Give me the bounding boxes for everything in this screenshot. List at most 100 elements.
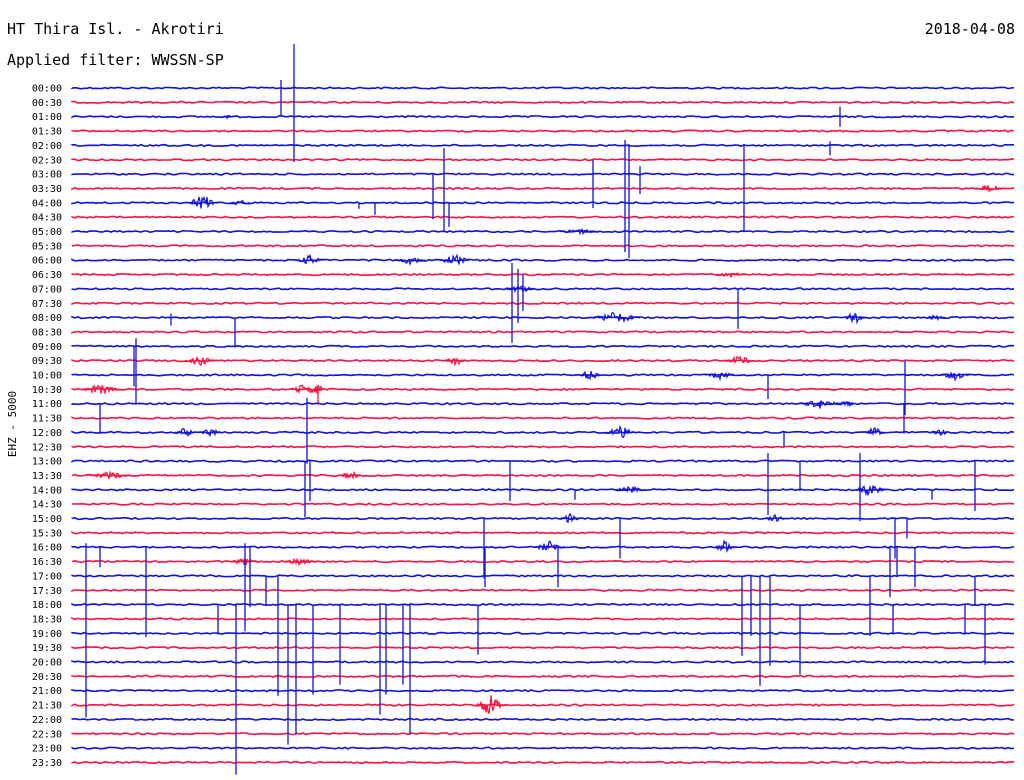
event-burst [834, 400, 856, 408]
time-label: 06:00 [32, 256, 62, 267]
event-burst [184, 356, 216, 367]
event-burst [439, 253, 471, 266]
time-label: 04:00 [32, 198, 62, 209]
event-burst [844, 312, 866, 325]
trace-line [71, 186, 1015, 191]
trace-line [71, 143, 1014, 148]
time-label: 03:00 [32, 170, 62, 181]
trace-line [71, 703, 1015, 707]
event-burst [289, 384, 321, 395]
trace-line [71, 760, 1015, 765]
time-label: 10:00 [32, 371, 62, 382]
event-burst [504, 285, 536, 294]
event-burst [229, 199, 251, 206]
event-burst [800, 400, 841, 409]
trace-line [71, 387, 1015, 391]
event-burst [294, 253, 326, 265]
time-label: 20:30 [32, 672, 62, 683]
time-label: 09:00 [32, 342, 62, 353]
event-burst [222, 114, 234, 120]
trace-line [71, 315, 1015, 320]
trace-line [71, 459, 1015, 463]
time-label: 11:00 [32, 399, 62, 410]
time-label: 17:00 [32, 571, 62, 582]
event-burst [174, 427, 196, 437]
trace-line [71, 646, 1015, 650]
event-spikes [85, 44, 986, 775]
event-bursts [80, 114, 1005, 714]
trace-line [71, 401, 1015, 406]
event-burst [724, 355, 755, 365]
event-burst [339, 470, 361, 480]
event-burst [284, 557, 315, 566]
date-label: 2018-04-08 [924, 20, 1015, 38]
time-label: 19:30 [32, 643, 62, 654]
trace-line [71, 129, 1015, 133]
trace-line [71, 100, 1015, 104]
time-label: 21:30 [32, 701, 62, 712]
trace-line [71, 502, 1015, 506]
event-burst [605, 424, 636, 439]
event-burst [925, 314, 946, 322]
time-labels: 00:00 00:30 01:00 01:30 02:00 02:30 03:00 03:30… [32, 84, 62, 769]
time-label: 15:30 [32, 528, 62, 539]
event-burst [80, 384, 120, 396]
trace-line [71, 416, 1015, 420]
time-label: 22:00 [32, 715, 62, 726]
event-burst [534, 540, 566, 551]
trace-line [71, 688, 1014, 693]
event-burst [714, 539, 736, 553]
trace-line [71, 287, 1015, 291]
time-label: 06:30 [32, 270, 62, 281]
time-label: 20:00 [32, 658, 62, 669]
event-burst [89, 470, 131, 480]
time-label: 02:30 [32, 155, 62, 166]
time-label: 05:30 [32, 241, 62, 252]
time-label: 05:00 [32, 227, 62, 238]
trace-line [71, 115, 1015, 119]
event-burst [444, 357, 466, 367]
event-burst [704, 371, 736, 382]
event-burst [313, 384, 324, 394]
time-label: 14:00 [32, 485, 62, 496]
trace-line [71, 430, 1015, 435]
trace-line [71, 746, 1015, 750]
trace-line [71, 660, 1015, 664]
time-label: 21:00 [32, 686, 62, 697]
trace-line [71, 674, 1015, 678]
time-label: 23:00 [32, 744, 62, 755]
time-label: 01:30 [32, 127, 62, 138]
event-burst [559, 512, 581, 524]
trace-line [71, 717, 1015, 722]
time-label: 10:30 [32, 385, 62, 396]
event-burst [579, 370, 601, 381]
trace-line [71, 215, 1015, 219]
time-label: 16:00 [32, 543, 62, 554]
event-burst [864, 427, 885, 437]
time-label: 15:00 [32, 514, 62, 525]
trace-line [71, 617, 1015, 621]
trace-line [71, 359, 1015, 363]
event-burst [932, 429, 948, 437]
trace-line [71, 530, 1015, 535]
trace-line [71, 272, 1015, 277]
time-label: 18:00 [32, 600, 62, 611]
time-label: 13:00 [32, 457, 62, 468]
trace-line [71, 516, 1015, 521]
trace-line [71, 344, 1015, 348]
station-title: HT Thira Isl. - Akrotiri [7, 20, 224, 38]
trace-line [71, 602, 1015, 607]
time-label: 17:30 [32, 586, 62, 597]
time-label: 03:30 [32, 184, 62, 195]
event-burst [560, 228, 600, 236]
channel-label: EHZ - 5000 [6, 391, 19, 457]
time-label: 08:30 [32, 327, 62, 338]
trace-line [71, 574, 1015, 578]
time-label: 00:30 [32, 98, 62, 109]
trace-line [71, 473, 1015, 478]
event-burst [187, 195, 219, 209]
trace-line [71, 258, 1015, 262]
time-label: 22:30 [32, 729, 62, 740]
trace-line [71, 201, 1015, 205]
time-label: 08:00 [32, 313, 62, 324]
